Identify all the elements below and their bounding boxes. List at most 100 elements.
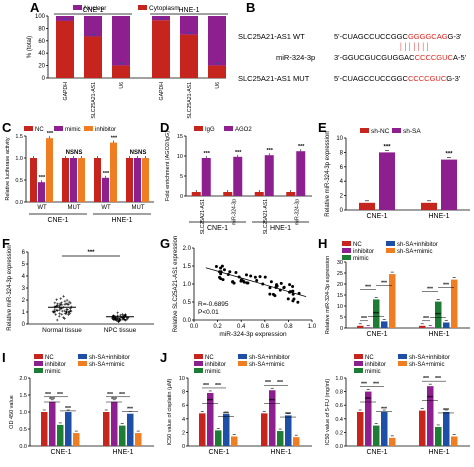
g-ytick-label-0: 0.0 [183, 318, 192, 324]
h-l1-legend-swatch-2 [342, 255, 351, 260]
i-stars-2-0: *** [57, 392, 63, 398]
d-group-label-0: CNE-1 [207, 225, 228, 232]
c-ytick-label-3: 1.5 [15, 134, 23, 140]
g-stat-r: R=-0.6895 [198, 301, 229, 308]
h-stars-2-0: *** [373, 311, 379, 317]
c-ylabel: Relative luciferase activity [5, 137, 11, 201]
d-stars-0: *** [204, 151, 211, 157]
g-ytick-label-2: 1.0 [183, 282, 192, 288]
h-bar-3-1 [443, 322, 450, 328]
g-point-13 [291, 285, 295, 289]
h-ytick-label-0: 0 [340, 326, 343, 332]
f-ytick-label-2: 2 [22, 298, 26, 304]
g-point-43 [249, 274, 253, 278]
h-l1-legend-label-2: mimic [353, 256, 369, 262]
f-point-0-44 [65, 298, 69, 302]
e-xtick-label-1: HNE-1 [428, 213, 449, 220]
c-xtick-label-2: WT [101, 205, 111, 211]
j1-stars-0-0: *** [203, 383, 209, 389]
a-bar-nuclear-1 [84, 16, 102, 37]
a-xtick-label-1: SLC25A21-AS1 [91, 82, 97, 119]
c-legend-label-0: NC [35, 127, 44, 133]
g-point-28 [231, 280, 235, 284]
f-point-0-23 [69, 309, 73, 313]
c-bar-2-3 [142, 158, 149, 202]
f-ylabel: Relative miR-324-3p expression [7, 245, 13, 330]
d-xtick-label-3: miR-324-3p [294, 199, 300, 225]
i-l2-legend-swatch-1 [78, 361, 87, 366]
f-point-0-59 [52, 310, 56, 314]
a-legend-swatch-1 [138, 5, 147, 10]
j1-ytick-label-3: 6 [182, 403, 185, 409]
j2-bar-2-0 [373, 425, 380, 446]
h-l1-legend-swatch-1 [342, 248, 351, 253]
a-xtick-label-0: GAPDH [63, 82, 69, 101]
e-legend-label-1: sh-SA [403, 128, 421, 135]
f-point-0-48 [68, 312, 72, 315]
c-legend-label-1: mimic [65, 127, 81, 133]
c-bar-0-1 [62, 158, 69, 202]
panel-label-a: A [30, 0, 40, 15]
i-stars-1-0: *** [49, 397, 55, 403]
chart-e-svg: 0 2 4 6 8 10 Relative miR-324-3p expression sh-… [325, 128, 470, 220]
j1-bar-0-1 [261, 413, 268, 446]
g-point-52 [291, 299, 295, 303]
chart-j2-svg: 0.0 0.2 0.4 0.6 0.8 1.0 IC50 value of 5-FU (mg… [325, 354, 470, 456]
chart-j1-svg: 0 2 4 6 8 10 IC50 value of cisplatin (μM) NCinh… [167, 354, 312, 456]
i-l1-legend-swatch-2 [34, 368, 43, 373]
f-point-0-18 [69, 301, 72, 305]
i-bar-2-1 [119, 425, 126, 446]
j1-ytick-label-1: 2 [182, 430, 185, 436]
f-ytick-label-5: 5 [22, 262, 26, 268]
c-legend-label-2: inhibitor [95, 127, 116, 133]
j1-ylabel: IC50 value of cisplatin (μM) [167, 378, 173, 445]
j2-bar-1-1 [427, 386, 434, 446]
f-point-0-21 [65, 308, 69, 311]
f-stars: *** [87, 250, 95, 256]
chart-h: 0 5 10 15 20 25 30 Relative miR-324-3p expressi… [316, 238, 474, 350]
d-bar-0-3 [286, 192, 296, 196]
j2-l1-legend-swatch-1 [354, 361, 363, 366]
h-xtick-label-1: HNE-1 [428, 331, 449, 338]
g-xtick-label-2: 0.4 [237, 324, 246, 330]
g-point-19 [228, 270, 232, 274]
c-stars-0: *** [39, 175, 46, 181]
h-stars-1-0: *** [365, 284, 371, 290]
j2-l1-legend-label-2: mimic [365, 369, 381, 375]
c-bar-1-0 [38, 182, 45, 202]
f-point-1-54 [123, 318, 127, 322]
j2-bar-3-0 [381, 412, 388, 446]
chart-f: 0 1 2 3 4 5 6 Relative miR-324-3p expression Nor… [0, 238, 158, 350]
j1-l2-legend-label-0: sh-SA+inhibitor [249, 355, 290, 361]
i-stars-0-1: *** [107, 392, 113, 398]
c-bar-0-3 [126, 158, 133, 202]
h-stars-3-0: *** [381, 280, 387, 286]
mut-seq-suffix: G-3' [446, 74, 461, 83]
a-bar-cytoplasm-3 [152, 20, 170, 78]
h-bar-2-1 [435, 301, 442, 328]
d-ytick-label-3: 15 [177, 134, 183, 140]
j2-bar-3-1 [443, 412, 450, 446]
h-bar-0-0 [357, 325, 364, 328]
mir-seq-site: CCCCGUC [414, 53, 453, 62]
g-point-38 [253, 275, 257, 279]
e-bar-0-1 [421, 202, 437, 210]
j1-l2-legend-label-1: sh-SA+mimic [249, 362, 285, 368]
chart-j2: 0.0 0.2 0.4 0.6 0.8 1.0 IC50 value of 5-FU (mg… [316, 352, 474, 467]
i-l2-legend-swatch-0 [78, 354, 87, 359]
d-bar-1-2 [264, 155, 274, 196]
h-ytick-label-1: 5 [340, 315, 343, 321]
j2-bar-4-1 [451, 436, 458, 446]
h-l1-legend-label-1: inhibitor [353, 249, 374, 255]
c-bar-1-3 [134, 158, 141, 202]
a-ytick-label-5: 100 [35, 14, 46, 20]
f-point-0-20 [58, 312, 62, 315]
e-stars-1: *** [445, 152, 453, 158]
e-bar-1-0 [379, 152, 395, 210]
a-bar-cytoplasm-5 [208, 65, 226, 78]
j2-stars-0-1: *** [423, 376, 429, 382]
f-xtick-label-1: NPC tissue [104, 327, 137, 334]
e-ytick-label-0: 0 [340, 208, 344, 214]
h-ylabel: Relative miR-324-3p expression [325, 256, 331, 334]
a-ytick-label-0: 0 [42, 76, 46, 82]
